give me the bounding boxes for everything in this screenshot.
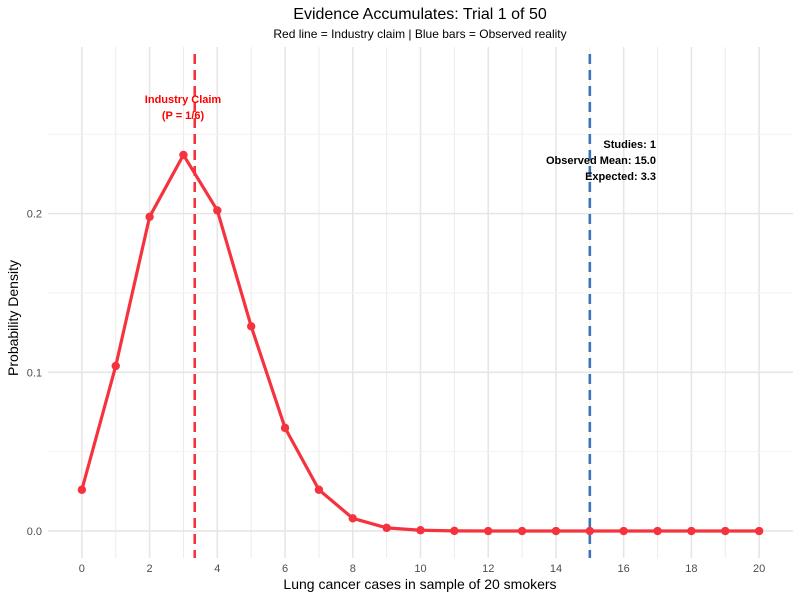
data-point — [450, 526, 459, 536]
y-tick-label: 0.1 — [27, 367, 42, 379]
data-point — [382, 523, 391, 533]
x-tick-label: 10 — [414, 563, 426, 575]
y-tick-label: 0.0 — [27, 526, 42, 538]
data-point — [348, 514, 357, 523]
data-series — [77, 150, 764, 536]
x-tick-label: 0 — [79, 563, 85, 575]
data-point — [687, 526, 696, 536]
x-tick-label: 12 — [482, 563, 494, 575]
chart-subtitle: Red line = Industry claim | Blue bars = … — [273, 27, 566, 41]
data-point — [179, 150, 188, 160]
x-tick-label: 4 — [214, 563, 220, 575]
x-tick-label: 18 — [685, 563, 697, 575]
industry-claim-probability: (P = 1/6) — [162, 110, 205, 122]
x-tick-label: 20 — [753, 563, 765, 575]
data-point — [280, 423, 290, 433]
data-point — [213, 206, 222, 215]
x-axis-ticks: 0 2 4 6 8 10 12 14 16 18 20 — [79, 563, 765, 575]
y-tick-label: 0.2 — [27, 209, 42, 221]
data-point — [145, 212, 154, 222]
x-tick-label: 14 — [550, 563, 562, 575]
data-point — [585, 526, 595, 536]
x-tick-label: 16 — [618, 563, 630, 575]
data-point — [314, 485, 324, 494]
data-point — [246, 322, 256, 331]
x-axis-title: Lung cancer cases in sample of 20 smoker… — [283, 576, 556, 592]
studies-count: Studies: 1 — [603, 139, 656, 151]
x-tick-label: 2 — [147, 563, 153, 575]
data-point — [551, 526, 561, 536]
gridlines — [48, 47, 793, 558]
data-point — [111, 361, 120, 371]
data-point — [517, 526, 527, 536]
x-tick-label: 6 — [282, 563, 288, 575]
chart-title: Evidence Accumulates: Trial 1 of 50 — [293, 6, 547, 23]
data-point — [484, 526, 493, 536]
x-tick-label: 8 — [350, 563, 356, 575]
y-axis-ticks: 0.0 0.1 0.2 — [27, 209, 42, 538]
data-point — [77, 485, 87, 494]
observed-mean: Observed Mean: 15.0 — [546, 155, 656, 167]
data-point — [653, 526, 662, 536]
data-point — [721, 526, 730, 536]
data-point — [754, 526, 764, 536]
data-point — [416, 526, 425, 535]
reference-lines — [193, 54, 593, 558]
industry-claim-label: Industry Claim — [145, 94, 222, 106]
data-point — [619, 526, 628, 536]
expected-value: Expected: 3.3 — [585, 171, 656, 183]
y-axis-title: Probability Density — [5, 260, 21, 376]
